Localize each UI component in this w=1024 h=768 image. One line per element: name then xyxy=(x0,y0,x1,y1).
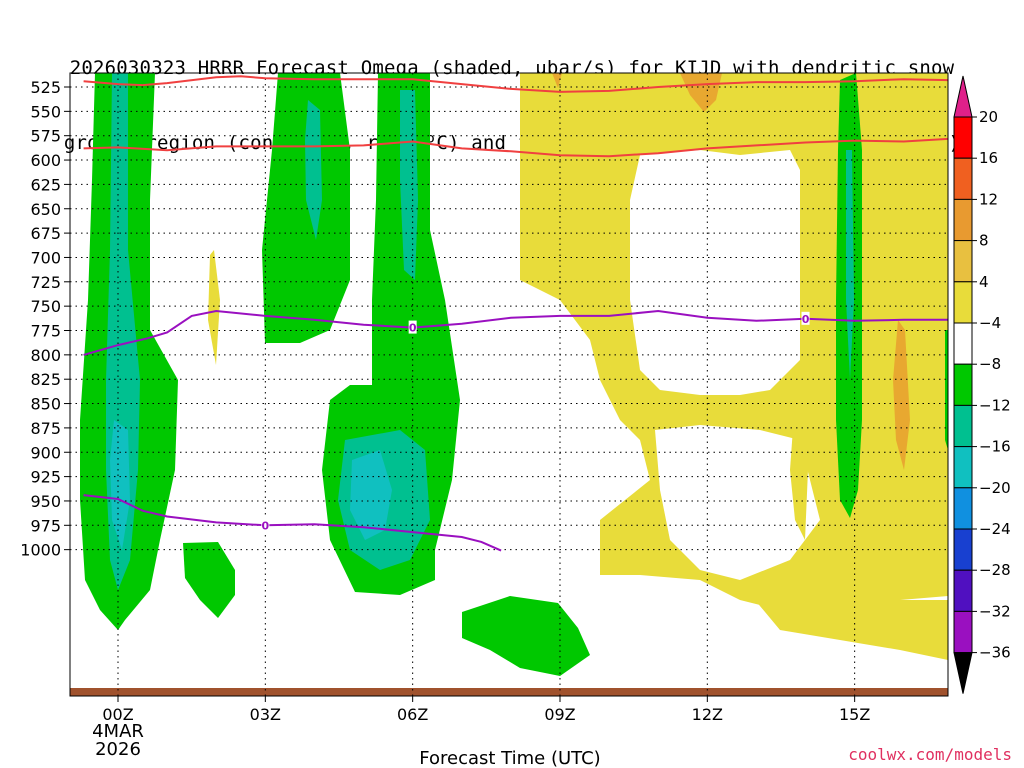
contour-label: 0 xyxy=(262,519,270,532)
colorbar-label: −12 xyxy=(979,396,1011,414)
y-tick-label: 875 xyxy=(30,419,61,438)
surface-ground xyxy=(70,688,948,696)
grid-lines xyxy=(70,73,948,696)
y-tick-label: 625 xyxy=(30,175,61,194)
y-tick-label: 650 xyxy=(30,200,61,219)
x-tick-label: 06Z xyxy=(397,705,428,724)
colorbar-label: 12 xyxy=(979,190,998,208)
y-tick-label: 775 xyxy=(30,322,61,341)
x-tick-label: 12Z xyxy=(692,705,723,724)
omega-orange-right xyxy=(893,320,910,470)
omega-green-blob2 xyxy=(462,596,590,676)
colorbar-top-arrow xyxy=(953,75,973,118)
omega-yellow-small xyxy=(208,250,220,365)
colorbar-label: 20 xyxy=(979,108,998,126)
contour-labels: 0 0 0 xyxy=(261,311,810,532)
omega-yellow-small2 xyxy=(790,400,808,540)
contour-line xyxy=(83,137,948,158)
x-tick-label: 15Z xyxy=(839,705,870,724)
colorbar: 20 16 12 8 4 −4 −8 −12 −16 −20 −24 −28 −32 −36 xyxy=(953,75,1011,694)
omega-white-hole xyxy=(630,150,800,395)
contour-series xyxy=(83,75,948,552)
omega-white-lower xyxy=(655,425,820,580)
y-tick-label: 850 xyxy=(30,395,61,414)
colorbar-label: −8 xyxy=(979,355,1001,373)
colorbar-label: −32 xyxy=(979,602,1011,620)
colorbar-label: −20 xyxy=(979,479,1011,497)
colorbar-swatch xyxy=(953,322,973,365)
date-label-line1: 4MAR xyxy=(92,721,144,742)
omega-orange-mid xyxy=(552,73,562,88)
omega-cyan-col3-top xyxy=(400,90,418,280)
x-tick-label: 09Z xyxy=(544,705,575,724)
colorbar-swatch xyxy=(953,116,973,159)
y-tick-label: 700 xyxy=(30,248,61,267)
y-tick-label: 550 xyxy=(30,102,61,121)
surface-strip xyxy=(70,688,948,696)
contour-label-bg xyxy=(408,320,417,334)
y-tick-label: 600 xyxy=(30,151,61,170)
omega-green-edge xyxy=(945,330,948,450)
colorbar-swatch xyxy=(953,404,973,448)
y-tick-label: 725 xyxy=(30,273,61,292)
contour-label-bg xyxy=(261,518,270,532)
x-tick-label: 03Z xyxy=(250,705,281,724)
colorbar-label: −16 xyxy=(979,438,1011,456)
y-tick-label: 950 xyxy=(30,492,61,511)
x-tick-label: 00Z xyxy=(102,705,133,724)
colorbar-swatch xyxy=(953,446,973,489)
y-tick-label: 1000 xyxy=(20,541,61,560)
colorbar-label: 4 xyxy=(979,273,989,291)
omega-shading xyxy=(80,73,948,676)
contour-label: 0 xyxy=(802,313,810,326)
colorbar-swatch xyxy=(953,610,973,654)
colorbar-swatch xyxy=(953,569,973,612)
colorbar-label: −28 xyxy=(979,561,1011,579)
colorbar-swatch xyxy=(953,281,973,324)
colorbar-swatch xyxy=(953,157,973,200)
omega-yellow-top xyxy=(890,73,915,150)
omega-cyan-col2 xyxy=(305,100,322,240)
colorbar-swatch xyxy=(953,240,973,283)
contour-line xyxy=(83,494,502,552)
colorbar-label: 16 xyxy=(979,149,998,167)
omega-green-col2 xyxy=(262,73,350,343)
x-axis-label: Forecast Time (UTC) xyxy=(419,748,600,768)
omega-cyan-col4 xyxy=(846,150,854,380)
y-tick-label: 800 xyxy=(30,346,61,365)
contour-label-bg xyxy=(801,311,810,325)
y-tick-label: 675 xyxy=(30,224,61,243)
colorbar-bottom-arrow xyxy=(953,652,973,694)
contour-label: 0 xyxy=(409,322,417,335)
colorbar-swatch xyxy=(953,528,973,571)
date-label-line2: 2026 xyxy=(95,739,141,760)
y-axis: 525 550 575 600 625 650 675 700 725 750 775 800 825 8… xyxy=(20,78,70,560)
x-axis: 00Z 03Z 06Z 09Z 12Z 15Z xyxy=(102,696,870,724)
y-tick-label: 975 xyxy=(30,516,61,535)
omega-teal-col3 xyxy=(350,450,392,540)
y-tick-label: 525 xyxy=(30,78,61,97)
omega-yellow-right-band xyxy=(755,600,948,660)
credit-label: coolwx.com/models xyxy=(848,745,1012,764)
colorbar-swatch xyxy=(953,198,973,242)
y-tick-label: 575 xyxy=(30,127,61,146)
colorbar-swatch xyxy=(953,363,973,406)
colorbar-label: 8 xyxy=(979,232,989,250)
colorbar-swatch xyxy=(953,487,973,530)
plot-frame xyxy=(69,72,949,697)
contour-line xyxy=(83,309,948,356)
colorbar-label: −24 xyxy=(979,520,1011,538)
y-tick-label: 750 xyxy=(30,297,61,316)
contour-line xyxy=(83,75,948,93)
omega-orange-top xyxy=(680,73,722,112)
y-tick-label: 825 xyxy=(30,370,61,389)
colorbar-label: −4 xyxy=(979,314,1001,332)
colorbar-label: −36 xyxy=(979,644,1011,662)
y-tick-label: 925 xyxy=(30,468,61,487)
omega-green-blob1 xyxy=(183,542,235,618)
y-tick-label: 900 xyxy=(30,443,61,462)
